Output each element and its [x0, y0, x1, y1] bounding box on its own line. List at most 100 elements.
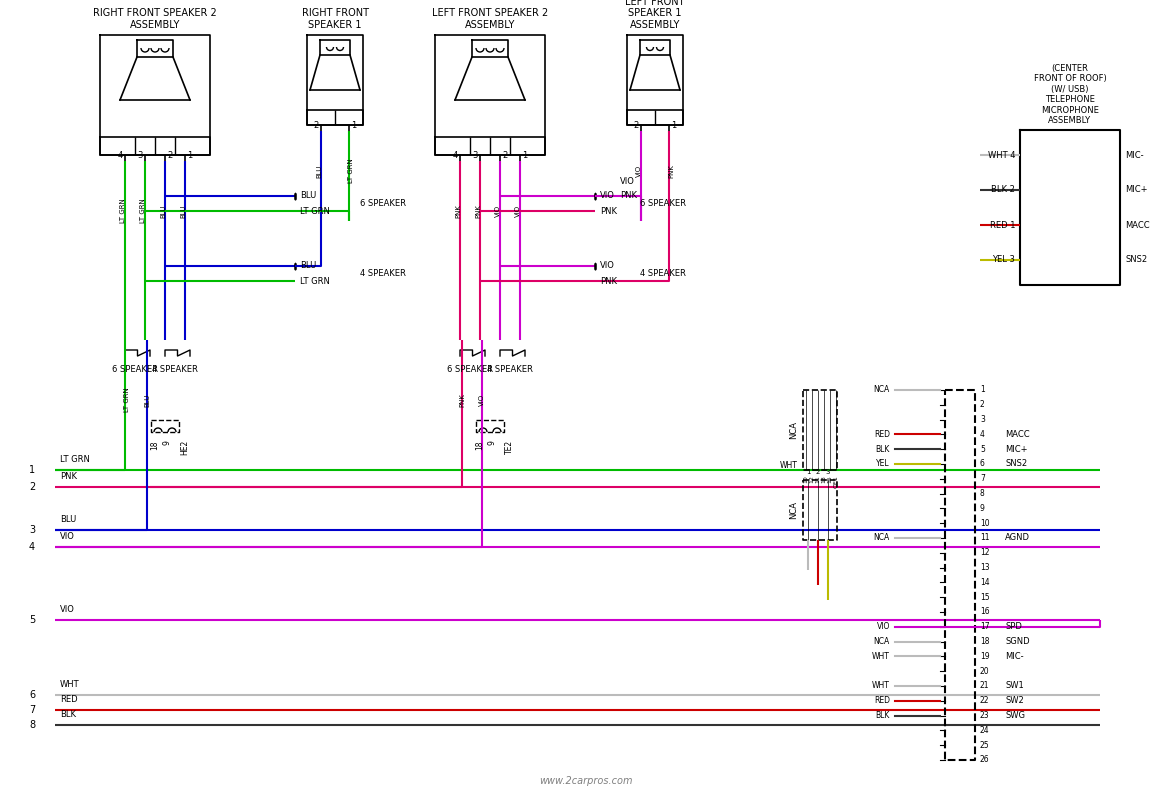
Text: 4: 4: [452, 151, 458, 161]
Text: 4: 4: [980, 430, 984, 439]
Text: 1: 1: [672, 122, 676, 131]
Text: BLU: BLU: [161, 205, 166, 217]
Text: 4 SPEAKER: 4 SPEAKER: [152, 365, 198, 374]
Text: MIC-: MIC-: [1125, 150, 1144, 159]
Text: 3: 3: [472, 151, 478, 161]
Text: VIO: VIO: [877, 622, 890, 631]
Text: 7: 7: [29, 705, 35, 715]
Text: 13: 13: [980, 563, 989, 572]
Text: BLU: BLU: [300, 192, 316, 201]
Text: 18: 18: [150, 440, 159, 450]
Text: 6: 6: [980, 459, 984, 469]
Text: 2: 2: [29, 482, 35, 492]
Text: 1: 1: [806, 469, 810, 475]
Text: 4: 4: [29, 542, 35, 552]
Text: 1: 1: [29, 465, 35, 475]
Text: PNK: PNK: [60, 472, 77, 481]
Text: 2: 2: [314, 122, 319, 131]
Text: BLK: BLK: [875, 445, 890, 454]
Text: BLU: BLU: [180, 205, 186, 217]
Text: 6 SPEAKER: 6 SPEAKER: [360, 199, 406, 208]
Text: 1: 1: [980, 385, 984, 395]
Text: VIO: VIO: [600, 192, 615, 201]
Text: RED: RED: [874, 430, 890, 439]
Text: AGND: AGND: [1006, 533, 1030, 543]
Text: VIO: VIO: [495, 205, 500, 217]
Text: PNK: PNK: [668, 164, 674, 178]
Text: 10: 10: [804, 475, 809, 482]
Text: 15: 15: [827, 475, 832, 482]
Text: NCA: NCA: [874, 637, 890, 646]
Text: 14: 14: [980, 578, 989, 587]
Text: SGND: SGND: [1006, 637, 1030, 646]
Text: BLU: BLU: [300, 262, 316, 271]
Text: VIO: VIO: [60, 532, 75, 541]
Text: WHT: WHT: [781, 461, 798, 470]
Text: VIO: VIO: [60, 605, 75, 614]
Text: LT GRN: LT GRN: [300, 206, 329, 216]
Text: VIO: VIO: [636, 165, 642, 177]
Text: 17: 17: [980, 622, 989, 631]
Text: LT GRN: LT GRN: [120, 199, 127, 224]
Text: 4: 4: [117, 151, 123, 161]
Text: BLU: BLU: [144, 393, 150, 407]
Text: 24: 24: [980, 726, 989, 735]
Text: 20: 20: [980, 667, 989, 676]
Text: 11: 11: [816, 475, 820, 482]
Text: 18: 18: [476, 440, 484, 450]
Text: NCA: NCA: [789, 501, 798, 519]
Text: 16: 16: [980, 607, 989, 616]
Text: VIO: VIO: [515, 205, 522, 217]
Text: MIC-: MIC-: [1006, 652, 1023, 661]
Text: MACC: MACC: [1006, 430, 1030, 439]
Text: 22: 22: [980, 696, 989, 705]
Text: PNK: PNK: [455, 204, 461, 218]
Text: RIGHT FRONT
SPEAKER 1: RIGHT FRONT SPEAKER 1: [301, 9, 368, 30]
Text: LT GRN: LT GRN: [348, 158, 354, 183]
Text: 6 SPEAKER: 6 SPEAKER: [640, 199, 686, 208]
Text: (CENTER
FRONT OF ROOF)
(W/ USB)
TELEPHONE
MICROPHONE
ASSEMBLY: (CENTER FRONT OF ROOF) (W/ USB) TELEPHON…: [1034, 64, 1106, 125]
Text: LT GRN: LT GRN: [300, 276, 329, 286]
Text: HE2: HE2: [180, 440, 189, 455]
Text: 5: 5: [29, 615, 35, 625]
Text: 4 SPEAKER: 4 SPEAKER: [640, 269, 686, 278]
Text: 15: 15: [980, 593, 989, 602]
Text: 26: 26: [980, 755, 989, 764]
Text: OE1: OE1: [833, 475, 838, 488]
Text: 25: 25: [980, 741, 989, 750]
Text: PNK: PNK: [475, 204, 481, 218]
Text: 2: 2: [816, 469, 820, 475]
Text: 8: 8: [980, 489, 984, 498]
Text: 2: 2: [502, 151, 507, 161]
Text: WHT: WHT: [872, 652, 890, 661]
Text: SW1: SW1: [1006, 681, 1024, 690]
Text: VIO: VIO: [620, 177, 635, 185]
Text: LT GRN: LT GRN: [139, 199, 146, 224]
Text: WHT: WHT: [872, 681, 890, 690]
Text: SNS2: SNS2: [1125, 256, 1147, 264]
Text: BLK: BLK: [60, 710, 76, 719]
Text: 6: 6: [29, 690, 35, 700]
Text: PNK: PNK: [600, 276, 616, 286]
Text: MIC+: MIC+: [1006, 445, 1028, 454]
Text: 9: 9: [488, 440, 497, 445]
Text: 5: 5: [980, 445, 984, 454]
Text: 3: 3: [826, 469, 830, 475]
Text: RED: RED: [874, 696, 890, 705]
Text: MIC+: MIC+: [1125, 185, 1147, 194]
Text: NCA: NCA: [789, 421, 798, 439]
Text: BLK: BLK: [875, 711, 890, 720]
Text: 9: 9: [980, 504, 984, 513]
Text: VIO: VIO: [479, 394, 485, 406]
Text: 23: 23: [980, 711, 989, 720]
Text: LEFT FRONT
SPEAKER 1
ASSEMBLY: LEFT FRONT SPEAKER 1 ASSEMBLY: [625, 0, 684, 30]
Text: 3: 3: [137, 151, 143, 161]
Text: RIGHT FRONT SPEAKER 2
ASSEMBLY: RIGHT FRONT SPEAKER 2 ASSEMBLY: [93, 9, 217, 30]
Text: 2: 2: [166, 151, 172, 161]
Text: www.2carpros.com: www.2carpros.com: [539, 776, 633, 786]
Text: 12: 12: [810, 475, 815, 483]
Text: BLU: BLU: [316, 164, 322, 178]
Text: NCA: NCA: [874, 533, 890, 543]
Text: 1: 1: [350, 122, 356, 131]
Text: VIO: VIO: [600, 262, 615, 271]
